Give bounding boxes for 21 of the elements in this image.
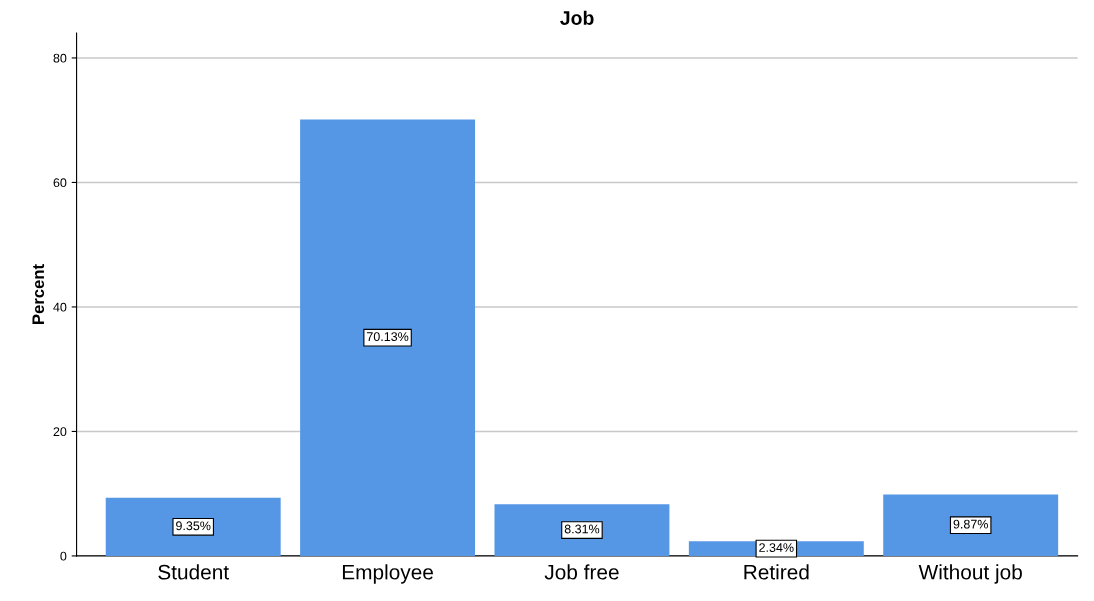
bar [105, 497, 281, 556]
data-label: 9.35% [176, 521, 211, 531]
bar [494, 504, 670, 556]
data-label: 70.13% [367, 332, 409, 342]
x-tick-label: Student [158, 564, 229, 580]
y-tick-label: 80 [53, 53, 67, 63]
data-label: 9.87% [953, 519, 988, 529]
y-axis-title: Percent [32, 264, 45, 324]
chart-title: Job [560, 10, 594, 25]
x-tick-label: Job free [544, 564, 619, 580]
y-tick-label: 60 [53, 178, 67, 188]
y-tick-label: 0 [60, 551, 67, 561]
x-tick-label: Employee [342, 564, 433, 584]
y-tick-label: 40 [53, 302, 67, 312]
data-label: 8.31% [564, 524, 600, 534]
y-tick-label: 20 [53, 427, 67, 437]
bar [300, 119, 476, 556]
x-tick-label: Retired [744, 564, 809, 580]
x-tick-label: Without job [918, 564, 1022, 584]
data-label: 2.34% [759, 543, 794, 552]
bar [883, 494, 1059, 556]
